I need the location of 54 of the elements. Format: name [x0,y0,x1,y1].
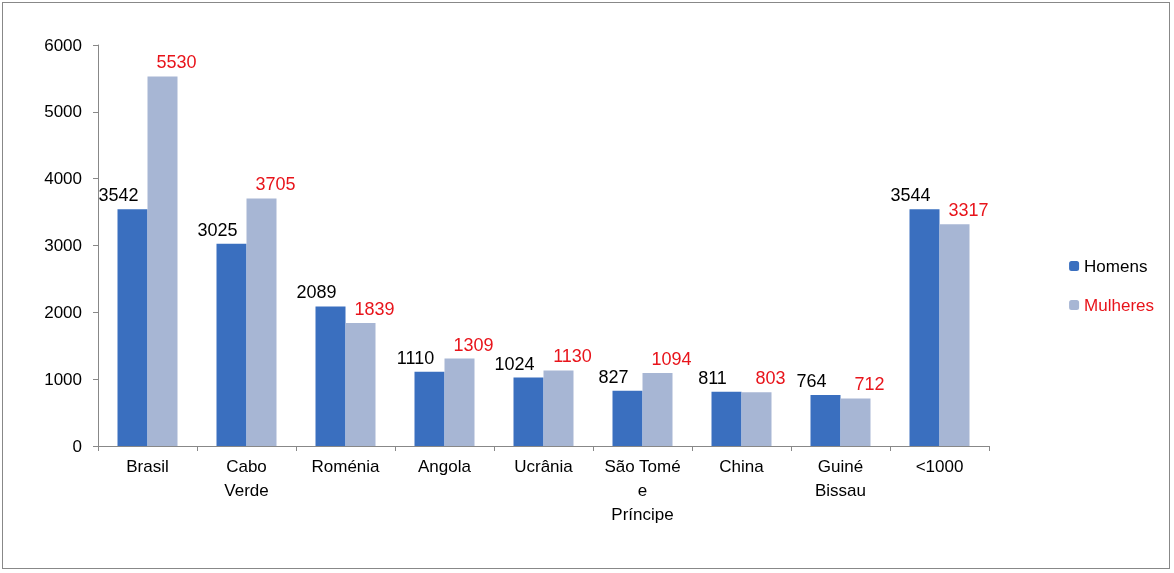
y-tick-label: 4000 [44,169,82,189]
data-label: 3544 [890,185,931,206]
bar [345,323,376,446]
legend-label: Mulheres [1084,295,1154,315]
data-label: 3705 [255,174,296,195]
data-label: 764 [796,370,827,391]
bar [315,306,346,446]
y-tick-label: 2000 [44,302,82,322]
data-label: 5530 [156,52,197,73]
y-tick-label: 5000 [44,102,82,122]
data-label: 3317 [948,200,989,221]
data-label: 3025 [197,219,238,240]
data-label: 1839 [354,299,395,320]
data-label: 803 [755,368,786,389]
y-tick-label: 3000 [44,236,82,255]
x-tick-label: Angola [418,456,472,476]
y-tick-label: 1000 [44,369,82,389]
data-label: 1309 [453,334,494,355]
bar [216,243,247,446]
bar [414,371,445,446]
bar [513,377,544,446]
bar [147,76,178,446]
bar [711,391,742,446]
data-label: 2089 [296,282,337,303]
x-tick-label: Cabo Verde [224,456,269,500]
data-label: 1110 [396,347,435,368]
bar [543,370,574,446]
x-tick-label: São Tomé e Príncipe [604,456,681,524]
bar [642,372,673,446]
bar [840,398,871,446]
data-label: 1024 [494,353,535,374]
bar [909,209,940,446]
x-tick-label: Ucrânia [514,456,574,476]
bar [444,358,475,446]
x-tick-label: Guiné Bissau [814,456,867,500]
legend-label: Homens [1084,256,1148,276]
data-label: 1094 [651,348,692,369]
bar [939,224,970,446]
bar [612,390,643,446]
x-tick-label: Roménia [311,456,381,476]
data-label: 712 [854,374,885,395]
bar [117,209,148,446]
bar [741,392,772,446]
bar [246,198,277,446]
x-tick-label: Brasil [126,456,169,476]
data-label: 1130 [553,346,592,367]
data-label: 811 [698,367,727,388]
y-tick-label: 6000 [44,35,82,55]
x-tick-label: China [719,456,765,476]
x-tick-label: <1000 [915,456,964,476]
bar [810,394,841,446]
data-label: 827 [598,366,629,387]
data-label: 3542 [98,185,139,206]
y-tick-label: 0 [72,436,82,456]
